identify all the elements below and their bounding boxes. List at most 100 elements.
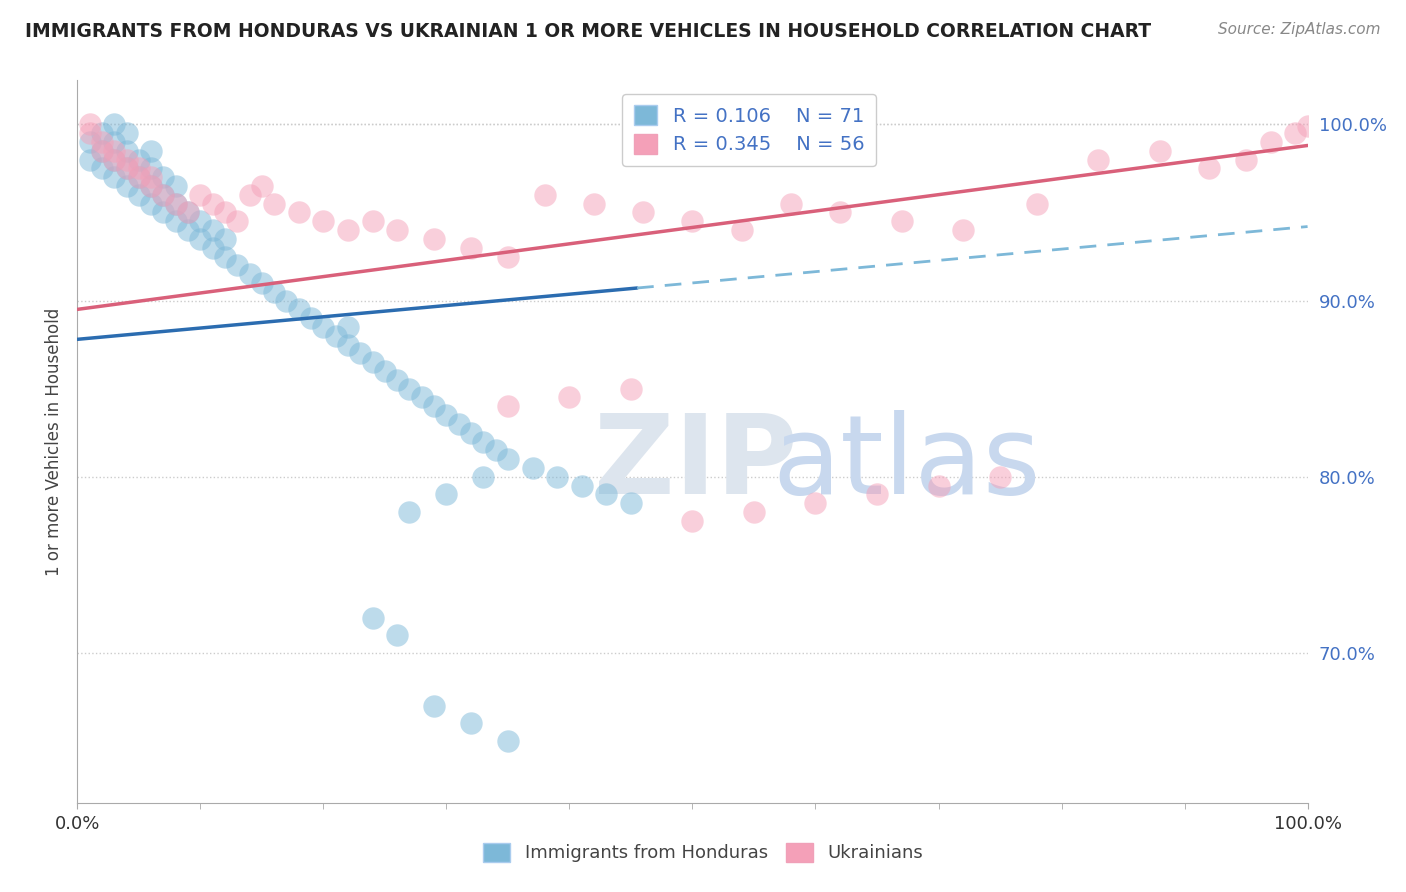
Point — [165, 214, 187, 228]
Legend: Immigrants from Honduras, Ukrainians: Immigrants from Honduras, Ukrainians — [475, 836, 931, 870]
Point — [128, 153, 150, 167]
Point — [201, 223, 224, 237]
Point — [522, 461, 544, 475]
Point — [534, 187, 557, 202]
Point — [312, 320, 335, 334]
Point — [90, 161, 114, 176]
Point — [682, 514, 704, 528]
Point — [423, 698, 446, 713]
Point — [115, 126, 138, 140]
Point — [128, 170, 150, 185]
Point — [866, 487, 889, 501]
Point — [361, 355, 384, 369]
Point — [830, 205, 852, 219]
Point — [250, 179, 273, 194]
Point — [79, 153, 101, 167]
Point — [620, 496, 643, 510]
Point — [361, 611, 384, 625]
Point — [928, 478, 950, 492]
Point — [263, 196, 285, 211]
Y-axis label: 1 or more Vehicles in Household: 1 or more Vehicles in Household — [45, 308, 63, 575]
Point — [201, 196, 224, 211]
Point — [496, 399, 519, 413]
Point — [103, 144, 125, 158]
Point — [411, 391, 433, 405]
Point — [742, 505, 765, 519]
Point — [152, 187, 174, 202]
Point — [103, 153, 125, 167]
Point — [988, 470, 1011, 484]
Point — [188, 232, 212, 246]
Point — [165, 179, 187, 194]
Point — [496, 250, 519, 264]
Point — [460, 716, 482, 731]
Point — [188, 187, 212, 202]
Point — [1198, 161, 1220, 176]
Point — [141, 144, 163, 158]
Point — [103, 153, 125, 167]
Point — [571, 478, 593, 492]
Point — [337, 337, 360, 351]
Point — [90, 144, 114, 158]
Point — [325, 328, 347, 343]
Point — [115, 144, 138, 158]
Point — [90, 135, 114, 149]
Point — [239, 267, 262, 281]
Point — [103, 135, 125, 149]
Point — [385, 373, 409, 387]
Point — [385, 628, 409, 642]
Point — [128, 161, 150, 176]
Point — [141, 179, 163, 194]
Point — [682, 214, 704, 228]
Point — [780, 196, 803, 211]
Point — [337, 223, 360, 237]
Point — [152, 170, 174, 185]
Point — [226, 214, 249, 228]
Point — [1026, 196, 1049, 211]
Point — [620, 382, 643, 396]
Point — [214, 205, 236, 219]
Point — [447, 417, 470, 431]
Point — [115, 153, 138, 167]
Point — [423, 399, 446, 413]
Point — [79, 117, 101, 131]
Point — [250, 276, 273, 290]
Point — [214, 232, 236, 246]
Point — [890, 214, 912, 228]
Point — [731, 223, 754, 237]
Point — [141, 179, 163, 194]
Point — [226, 258, 249, 272]
Point — [128, 170, 150, 185]
Point — [436, 408, 458, 422]
Point — [1234, 153, 1257, 167]
Point — [115, 161, 138, 176]
Point — [141, 170, 163, 185]
Point — [460, 425, 482, 440]
Point — [349, 346, 371, 360]
Point — [595, 487, 617, 501]
Point — [460, 241, 482, 255]
Point — [1296, 119, 1319, 133]
Point — [79, 135, 101, 149]
Point — [141, 161, 163, 176]
Point — [141, 196, 163, 211]
Point — [952, 223, 974, 237]
Point — [299, 311, 322, 326]
Point — [152, 205, 174, 219]
Point — [276, 293, 298, 308]
Point — [398, 382, 420, 396]
Point — [361, 214, 384, 228]
Point — [79, 126, 101, 140]
Point — [472, 434, 495, 449]
Point — [312, 214, 335, 228]
Point — [1284, 126, 1306, 140]
Point — [1149, 144, 1171, 158]
Point — [436, 487, 458, 501]
Point — [496, 452, 519, 467]
Point — [103, 117, 125, 131]
Point — [239, 187, 262, 202]
Point — [337, 320, 360, 334]
Point — [214, 250, 236, 264]
Point — [90, 144, 114, 158]
Point — [385, 223, 409, 237]
